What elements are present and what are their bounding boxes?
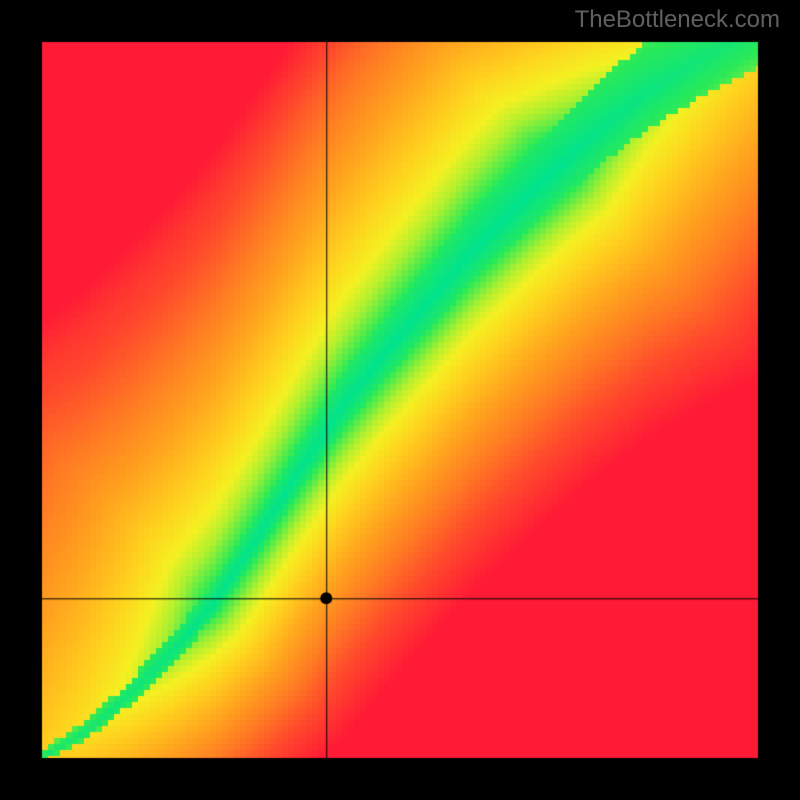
chart-container: TheBottleneck.com	[0, 0, 800, 800]
watermark-text: TheBottleneck.com	[575, 6, 780, 34]
heatmap-canvas	[0, 0, 800, 800]
